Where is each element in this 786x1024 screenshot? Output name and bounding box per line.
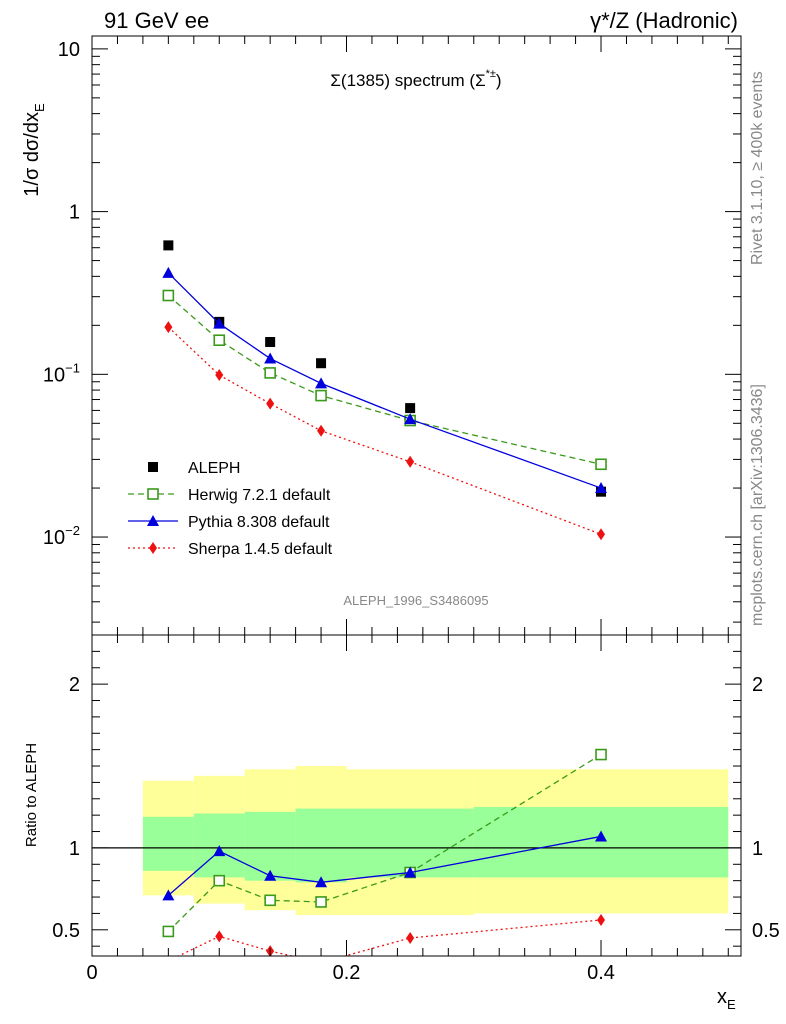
ratio-sherpa-point	[597, 913, 606, 926]
sherpa-point	[266, 397, 275, 410]
herwig-point	[213, 334, 226, 347]
aleph-point	[405, 403, 416, 414]
ratio-pythia-point	[264, 869, 277, 881]
ratio-band-green	[244, 811, 296, 881]
legend-marker-pythia	[147, 515, 159, 526]
ratio-frame	[91, 634, 742, 957]
herwig-point	[595, 458, 607, 471]
ratio-sherpa-line	[177, 919, 602, 956]
ratio-herwig-point	[213, 874, 226, 887]
ratio-herwig-point	[595, 748, 607, 761]
aleph-point	[316, 358, 327, 369]
pythia-point	[264, 352, 277, 364]
ratio-y-tick-label-right: 2	[752, 674, 763, 696]
ratio-pythia-line	[167, 835, 602, 896]
pythia-point	[162, 266, 175, 278]
legend-label-herwig: Herwig 7.2.1 default	[188, 487, 331, 504]
legend-marker-aleph	[148, 462, 158, 472]
x-tick-label: 0	[86, 962, 97, 984]
rivet-label: Rivet 3.1.10, ≥ 400k events	[749, 71, 766, 265]
pythia-point	[213, 317, 226, 329]
legend-label-aleph: ALEPH	[188, 460, 240, 477]
herwig-point	[162, 289, 175, 302]
ratio-sherpa-point	[167, 954, 170, 956]
main-panel: 10 1 10−1 10−2 Σ(1385) spectrum (Σ*±) 1/σ d…	[21, 35, 742, 636]
ratio-band-green	[142, 816, 194, 871]
sherpa-point	[317, 424, 326, 437]
header-left: 91 GeV ee	[104, 8, 209, 33]
ratio-herwig-line	[167, 754, 602, 932]
mcplots-label: mcplots.cern.ch [arXiv:1306.3436]	[749, 384, 766, 626]
header-right: γ*/Z (Hadronic)	[590, 8, 738, 33]
herwig-point	[264, 367, 276, 379]
legend-label-sherpa: Sherpa 1.4.5 default	[188, 541, 333, 558]
ratio-pythia-point	[404, 866, 417, 878]
ratio-herwig-point	[162, 925, 175, 938]
ratio-y-tick-label-right: 1	[752, 838, 763, 860]
sherpa-point	[164, 321, 173, 334]
x-axis-label: xE	[717, 986, 736, 1012]
aleph-point	[265, 336, 276, 347]
ratio-y-tick-label: 1	[69, 838, 80, 860]
pythia-point	[595, 482, 608, 494]
sherpa-point	[406, 455, 415, 468]
ratio-sherpa-point	[215, 930, 224, 943]
ratio-band-green	[295, 808, 347, 883]
ratio-y-tick-label-right: 0.5	[752, 920, 780, 942]
legend: ALEPH Herwig 7.2.1 default Pythia 8.308 de…	[128, 460, 333, 558]
x-tick-label: 0.2	[333, 962, 361, 984]
ratio-pythia-point	[315, 876, 328, 888]
herwig-line	[167, 295, 602, 465]
sherpa-point	[597, 528, 606, 541]
aleph-point	[163, 240, 174, 251]
main-y-axis-label: 1/σ dσ/dxE	[21, 103, 47, 197]
main-y-tick-label: 10	[58, 39, 80, 61]
ratio-pythia-point	[162, 889, 175, 901]
ratio-panel: 0.5 0.5 1 1 2 2 0 0.2 0.4 Ratio to ALEPH xE	[23, 634, 780, 1012]
main-y-tick-label: 10−2	[43, 523, 80, 549]
pythia-point	[404, 413, 417, 425]
main-y-tick-label: 1	[69, 202, 80, 224]
legend-marker-herwig	[147, 488, 159, 500]
ratio-y-axis-label: Ratio to ALEPH	[23, 743, 40, 847]
ratio-pythia-point	[595, 830, 608, 842]
ratio-herwig-point	[315, 896, 327, 908]
ratio-sherpa-point	[406, 931, 415, 944]
herwig-point	[315, 389, 327, 402]
ratio-pythia-point	[213, 845, 226, 857]
pythia-point	[315, 377, 328, 389]
legend-label-pythia: Pythia 8.308 default	[188, 514, 330, 531]
x-tick-label: 0.4	[587, 962, 615, 984]
ratio-sherpa-point	[317, 957, 325, 969]
legend-marker-sherpa	[149, 542, 157, 554]
ratio-y-tick-label: 2	[69, 674, 80, 696]
ratio-band-green	[346, 808, 474, 878]
ratio-herwig-point	[264, 894, 276, 907]
sherpa-point	[215, 369, 224, 382]
ratio-band-green	[473, 806, 729, 878]
main-title: Σ(1385) spectrum (Σ*±)	[330, 68, 501, 90]
analysis-watermark: ALEPH_1996_S3486095	[343, 593, 488, 608]
pythia-line	[167, 272, 602, 489]
main-y-tick-label: 10−1	[43, 360, 80, 386]
ratio-y-tick-label: 0.5	[52, 920, 80, 942]
